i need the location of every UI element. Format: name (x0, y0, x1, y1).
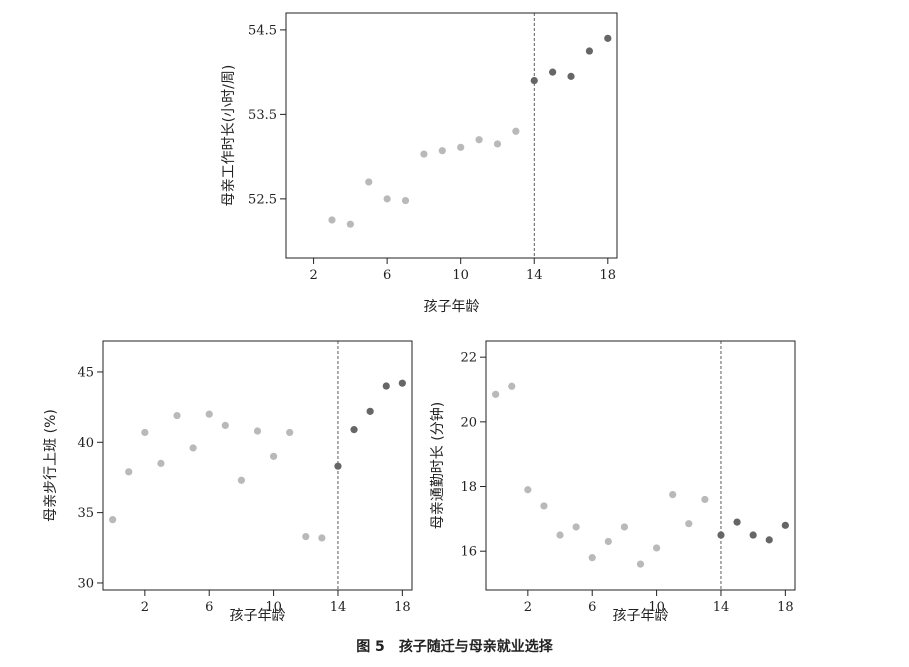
panel-mother-commute-time: 2 6 10 14 18 16 18 20 22 孩子年龄 母亲通勤时长 (分钟) (429, 340, 796, 624)
x-tick-label: 18 (600, 268, 617, 283)
y-axis-title: 母亲步行上班 (%) (43, 409, 59, 522)
data-point-before (438, 147, 446, 155)
data-point-before (383, 195, 391, 203)
data-point-before (269, 452, 278, 460)
y-tick-label: 52.5 (248, 192, 277, 207)
data-point-before (253, 427, 262, 435)
y-tick-label: 35 (77, 506, 94, 521)
x-tick-label: 6 (588, 600, 596, 615)
x-axis-title: 孩子年龄 (230, 608, 286, 624)
figure-caption: 图 5 孩子随迁与母亲就业选择 (0, 636, 909, 656)
figure-caption-text: 孩子随迁与母亲就业选择 (398, 639, 553, 655)
y-tick-label: 20 (460, 415, 477, 430)
data-point-before (620, 523, 629, 531)
x-tick-label: 10 (265, 600, 282, 615)
y-tick-label: 53.5 (248, 108, 277, 123)
data-point-after (781, 521, 789, 529)
panel-mother-walk-to-work: 2 6 10 14 18 30 35 40 45 孩子年龄 母亲步行上班 (%) (43, 340, 413, 624)
data-point-before (540, 502, 548, 510)
data-point-after (382, 382, 390, 390)
data-point-after (549, 68, 557, 76)
data-point-after (350, 426, 358, 434)
data-point-before (237, 476, 246, 484)
data-point-before (493, 140, 502, 148)
x-axis-title: 孩子年龄 (424, 299, 480, 315)
data-point-before (556, 531, 564, 539)
data-point-before (457, 143, 465, 151)
data-point-after (733, 518, 741, 526)
data-point-after (567, 72, 575, 80)
data-point-before (492, 390, 500, 398)
data-point-before (205, 410, 213, 418)
data-point-after (717, 531, 725, 539)
data-point-before (508, 382, 516, 390)
x-tick-label: 6 (383, 268, 391, 283)
data-point-before (604, 537, 612, 546)
x-tick-label: 10 (648, 600, 665, 615)
data-point-after (366, 407, 374, 415)
y-tick-label: 18 (460, 480, 477, 495)
data-point-before (420, 150, 428, 158)
y-tick-label: 22 (460, 351, 477, 366)
data-point-before (401, 196, 410, 205)
x-tick-label: 18 (777, 600, 794, 615)
x-tick-label: 2 (309, 268, 317, 283)
data-point-before (318, 534, 326, 542)
data-point-after (765, 536, 773, 544)
data-point-after (585, 47, 594, 55)
x-tick-label: 14 (713, 600, 730, 615)
x-tick-label: 14 (526, 268, 543, 283)
data-point-before (669, 491, 677, 499)
data-point-before (125, 468, 133, 476)
y-tick-label: 40 (77, 436, 94, 451)
data-point-before (157, 459, 165, 467)
data-point-before (221, 421, 229, 430)
x-axis-title: 孩子年龄 (613, 608, 669, 624)
data-point-before (173, 411, 181, 420)
data-point-before (302, 532, 310, 541)
plot-frame (485, 340, 796, 591)
data-point-before (189, 444, 197, 452)
x-tick-label: 2 (524, 600, 532, 615)
data-point-before (512, 127, 520, 135)
y-tick-label: 30 (77, 576, 94, 591)
y-tick-label: 54.5 (248, 23, 277, 38)
data-point-before (685, 520, 693, 528)
data-point-before (636, 560, 645, 568)
data-point-before (524, 486, 532, 494)
figure-number: 图 5 (356, 639, 385, 655)
data-point-before (365, 178, 373, 186)
x-tick-label: 2 (141, 600, 149, 615)
data-point-before (328, 216, 336, 224)
y-tick-label: 45 (77, 365, 94, 380)
y-axis-title: 母亲通勤时长 (分钟) (429, 402, 446, 529)
data-point-before (588, 554, 596, 562)
data-point-after (749, 531, 757, 539)
data-point-before (141, 428, 149, 437)
data-point-before (572, 523, 580, 531)
y-tick-label: 16 (460, 545, 477, 560)
data-point-before (109, 516, 117, 524)
x-tick-label: 14 (330, 600, 347, 615)
data-point-before (652, 544, 661, 552)
plot-frame (285, 12, 618, 259)
x-tick-label: 6 (205, 600, 213, 615)
data-point-before (346, 220, 354, 228)
data-point-after (604, 34, 612, 42)
data-point-before (286, 428, 294, 437)
x-tick-label: 18 (394, 600, 411, 615)
data-point-after (334, 462, 342, 470)
x-tick-label: 10 (452, 268, 469, 283)
data-point-after (398, 379, 406, 387)
data-point-before (701, 495, 709, 504)
data-point-after (530, 76, 538, 85)
data-point-before (475, 136, 483, 144)
plot-frame (102, 340, 413, 591)
y-axis-title: 母亲工作时长(小时/周) (221, 65, 237, 207)
panel-mother-work-hours: 2 6 10 14 18 52.5 53.5 54.5 孩子年龄 母亲工作时长(小时/周) (221, 12, 618, 315)
